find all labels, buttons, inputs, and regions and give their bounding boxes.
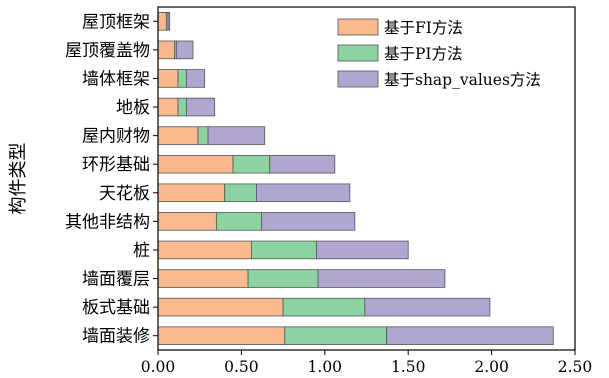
bar-1-5	[157, 126, 199, 145]
category-label: 屋顶覆盖物	[65, 41, 150, 61]
bar-2-10	[247, 269, 319, 288]
x-tick-label: 0.50	[224, 358, 259, 376]
legend-swatch-3	[337, 70, 379, 88]
bar-1-9	[157, 240, 252, 260]
legend-swatch-1	[337, 18, 379, 36]
bar-1-10	[157, 269, 249, 288]
bar-2-3	[177, 69, 187, 88]
bar-3-12	[386, 326, 554, 345]
bar-3-2	[175, 40, 194, 60]
legend-label-1: 基于FI方法	[384, 19, 463, 37]
bar-1-6	[157, 154, 234, 174]
bar-1-12	[157, 326, 286, 345]
category-labels: 屋顶框架屋顶覆盖物墙体框架地板屋内财物环形基础天花板其他非结构桩墙面覆层板式基础…	[65, 12, 158, 347]
x-tick-label: 2.00	[474, 358, 509, 376]
category-label: 桩	[133, 241, 150, 261]
category-label: 屋内财物	[82, 127, 150, 147]
bar-3-3	[185, 69, 206, 88]
legend-label-2: 基于PI方法	[384, 45, 463, 63]
bar-1-3	[157, 69, 179, 88]
category-label: 环形基础	[82, 155, 150, 175]
bar-3-6	[269, 154, 336, 174]
bar-3-1	[167, 12, 171, 31]
bar-3-10	[317, 269, 446, 288]
category-label: 墙面装修	[82, 327, 150, 347]
bar-3-11	[364, 297, 491, 317]
bar-1-4	[157, 97, 179, 117]
bar-1-2	[157, 40, 176, 60]
y-axis-title: 构件类型	[8, 143, 29, 215]
bar-2-12	[284, 326, 387, 345]
bar-2-6	[232, 154, 271, 174]
x-axis-ticks: 0.00 0.50 1.00 1.50 2.00 2.50	[141, 350, 593, 376]
bar-1-8	[157, 212, 217, 231]
x-tick-label: 1.50	[391, 358, 426, 376]
bar-1-7	[157, 183, 226, 203]
category-label: 其他非结构	[65, 212, 150, 232]
legend-swatch-2	[337, 44, 379, 62]
category-label: 天花板	[99, 184, 150, 204]
bar-1-11	[157, 297, 284, 317]
category-label: 墙体框架	[82, 69, 150, 89]
bar-2-8	[215, 212, 262, 231]
bar-2-7	[224, 183, 257, 203]
x-tick-label: 0.00	[141, 358, 176, 376]
bars-layer	[157, 12, 554, 345]
plot-frame	[157, 6, 576, 351]
bar-2-9	[251, 240, 317, 260]
bar-1-1	[157, 12, 167, 31]
bar-3-8	[261, 212, 356, 231]
category-label: 地板	[116, 98, 150, 118]
x-tick-label: 2.50	[558, 358, 593, 376]
legend-label-3: 基于shap_values方法	[384, 71, 541, 89]
bar-2-5	[197, 126, 209, 145]
category-label: 板式基础	[82, 298, 150, 318]
category-label: 屋顶框架	[82, 12, 150, 32]
bar-3-7	[256, 183, 351, 203]
bar-2-11	[282, 297, 366, 317]
x-tick-label: 1.00	[308, 358, 343, 376]
bar-2-4	[177, 97, 187, 117]
category-label: 墙面覆层	[82, 270, 150, 290]
bar-3-9	[316, 240, 409, 260]
bar-3-4	[185, 97, 216, 117]
bar-3-5	[207, 126, 266, 145]
